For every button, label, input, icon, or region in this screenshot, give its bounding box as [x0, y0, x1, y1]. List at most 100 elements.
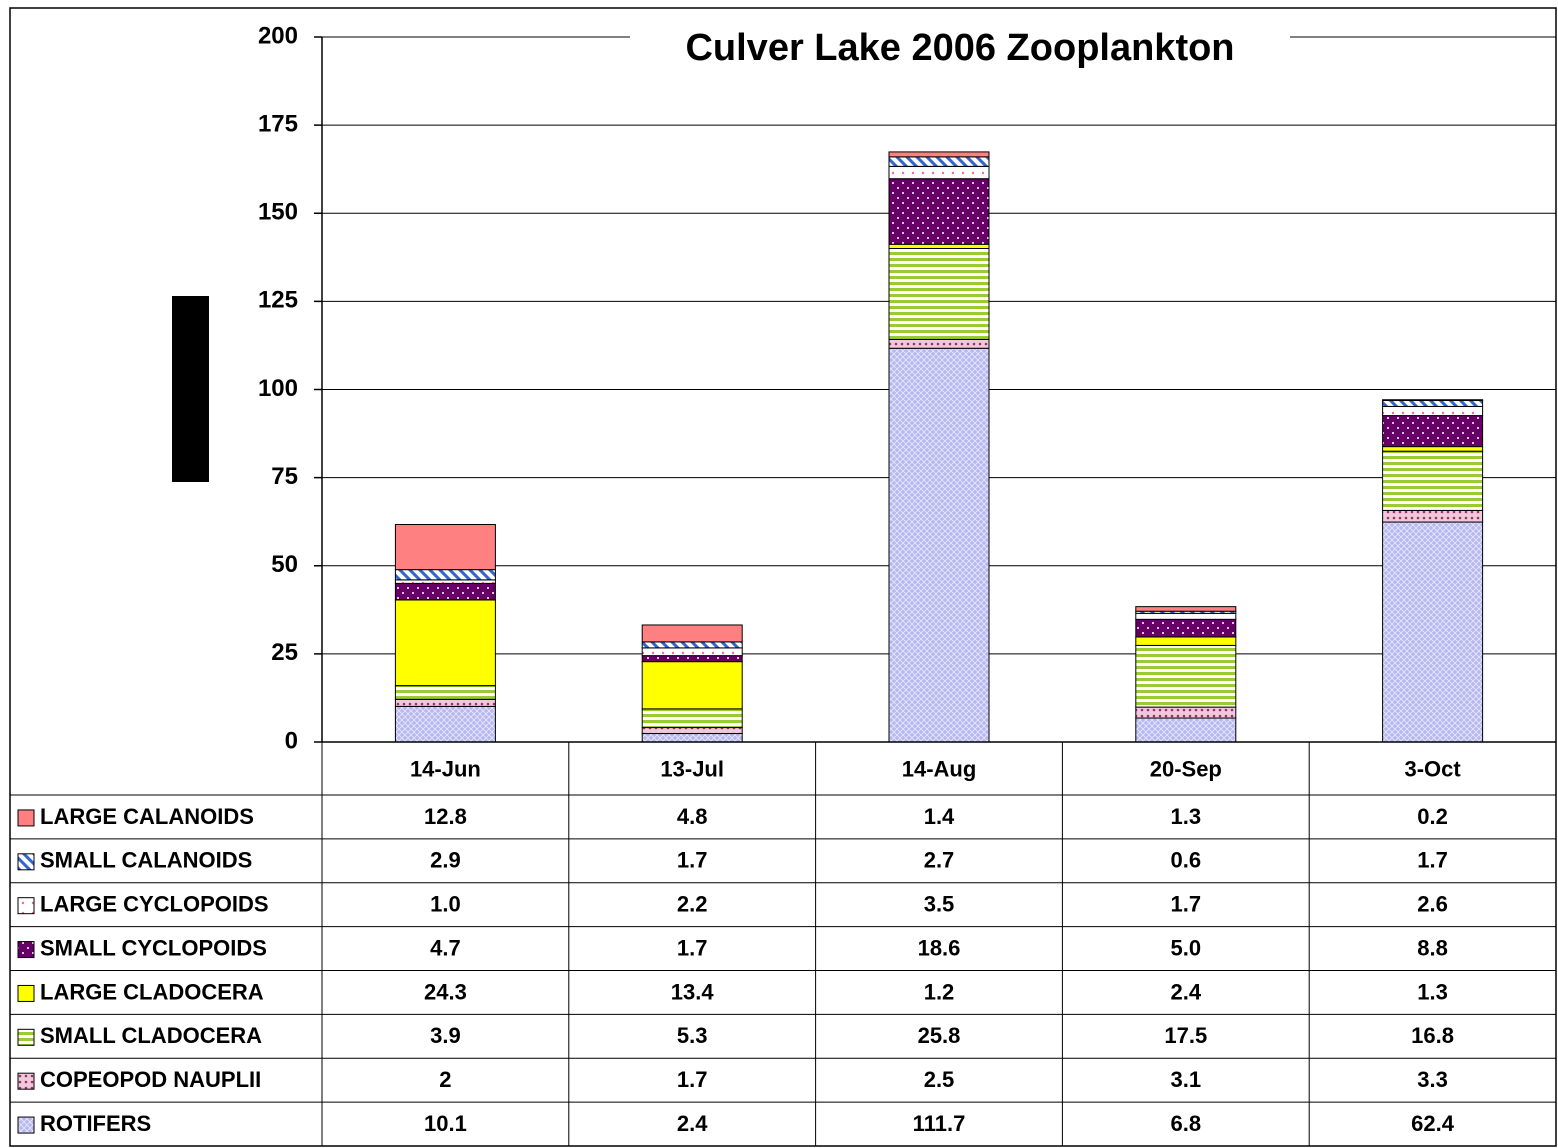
bar-segment — [641, 647, 743, 657]
legend-label: LARGE CALANOIDS — [40, 804, 254, 829]
legend-label: ROTIFERS — [40, 1111, 151, 1136]
table-cell: 5.3 — [677, 1023, 708, 1048]
table-cell: 2.4 — [1171, 979, 1202, 1004]
table-cell: 17.5 — [1164, 1023, 1207, 1048]
table-cell: 3.1 — [1171, 1067, 1202, 1092]
table-cell: 4.7 — [430, 935, 461, 960]
legend-swatch — [17, 1116, 35, 1134]
table-cell: 4.8 — [677, 804, 708, 829]
y-tick-label: 200 — [258, 22, 298, 49]
table-cell: 12.8 — [424, 804, 467, 829]
bar-segment — [641, 733, 743, 743]
bar-segment — [641, 661, 743, 710]
table-cell: 1.7 — [1171, 892, 1202, 917]
table-cell: 2.7 — [924, 848, 955, 873]
bar-segment — [1135, 706, 1237, 719]
legend-swatch — [17, 941, 35, 959]
bar-segment — [394, 524, 496, 571]
bar-segment — [1135, 606, 1237, 612]
legend-label: LARGE CLADOCERA — [40, 979, 264, 1004]
bar-segment — [1382, 509, 1484, 523]
table-cell: 10.1 — [424, 1111, 467, 1136]
table-cell: 1.7 — [677, 848, 708, 873]
bar-segment — [888, 178, 990, 245]
table-cell: 1.4 — [924, 804, 955, 829]
y-tick-label: 50 — [271, 551, 298, 578]
table-cell: 62.4 — [1411, 1111, 1455, 1136]
bar-segment — [1135, 717, 1237, 743]
bar-segment — [1382, 521, 1484, 743]
redacted-axis-label — [172, 296, 209, 482]
x-tick-label: 14-Jun — [410, 756, 481, 781]
bar-segment — [1382, 446, 1484, 452]
table-cell: 2 — [439, 1067, 451, 1092]
legend-label: SMALL CYCLOPOIDS — [40, 935, 267, 960]
chart-title: Culver Lake 2006 Zooplankton — [685, 27, 1234, 69]
table-cell: 0.2 — [1417, 804, 1448, 829]
table-cell: 1.2 — [924, 979, 955, 1004]
y-tick-label: 175 — [258, 110, 298, 137]
y-tick-label: 75 — [271, 463, 298, 490]
bar-segment — [888, 165, 990, 180]
y-tick-label: 0 — [285, 727, 298, 754]
bar-segment — [1382, 415, 1484, 448]
bar-segment — [1382, 450, 1484, 511]
table-cell: 24.3 — [424, 979, 467, 1004]
legend-swatch — [17, 809, 35, 827]
table-cell: 1.3 — [1417, 979, 1448, 1004]
bar-segment — [1382, 405, 1484, 417]
bar-segment — [888, 347, 990, 743]
table-cell: 1.3 — [1171, 804, 1202, 829]
bar-segment — [641, 655, 743, 663]
bar-segment — [888, 156, 990, 167]
bar-segment — [888, 338, 990, 349]
x-tick-label: 20-Sep — [1150, 756, 1222, 781]
table-cell: 2.4 — [677, 1111, 708, 1136]
x-tick-label: 14-Aug — [902, 756, 977, 781]
table-cell: 13.4 — [671, 979, 715, 1004]
bar-segment — [641, 641, 743, 649]
legend-swatch — [17, 984, 35, 1002]
bar-segment — [641, 708, 743, 729]
table-cell: 2.2 — [677, 892, 708, 917]
y-tick-label: 150 — [258, 199, 298, 226]
x-tick-label: 13-Jul — [660, 756, 724, 781]
bar-segment — [394, 579, 496, 584]
legend-label: SMALL CALANOIDS — [40, 848, 252, 873]
table-cell: 2.5 — [924, 1067, 955, 1092]
bar-segment — [888, 248, 990, 340]
table-cell: 8.8 — [1417, 935, 1448, 960]
table-cell: 2.6 — [1417, 892, 1448, 917]
bar-segment — [1135, 644, 1237, 708]
bar-segment — [1135, 612, 1237, 620]
bar-segment — [1135, 618, 1237, 638]
table-cell: 5.0 — [1171, 935, 1202, 960]
bar-segment — [1382, 399, 1484, 407]
bar-segment — [641, 727, 743, 735]
table-cell: 6.8 — [1171, 1111, 1202, 1136]
table-cell: 0.6 — [1171, 848, 1202, 873]
bar-segment — [394, 599, 496, 687]
table-cell: 18.6 — [918, 935, 961, 960]
legend-swatch — [17, 1028, 35, 1046]
bar-segment — [394, 569, 496, 581]
bar-segment — [888, 151, 990, 158]
legend-swatch — [17, 1072, 35, 1090]
bar-segment — [1135, 636, 1237, 646]
table-cell: 3.5 — [924, 892, 955, 917]
table-cell: 3.9 — [430, 1023, 461, 1048]
bar-segment — [394, 698, 496, 707]
table-cell: 1.7 — [677, 935, 708, 960]
table-cell: 111.7 — [913, 1111, 966, 1136]
table-cell: 16.8 — [1411, 1023, 1454, 1048]
legend-swatch — [17, 853, 35, 871]
legend-label: LARGE CYCLOPOIDS — [40, 892, 269, 917]
table-cell: 1.0 — [430, 892, 461, 917]
x-tick-label: 3-Oct — [1404, 756, 1461, 781]
legend-swatch — [17, 897, 35, 915]
table-cell: 1.7 — [1417, 848, 1448, 873]
y-tick-label: 25 — [271, 639, 298, 666]
legend-label: SMALL CLADOCERA — [40, 1023, 262, 1048]
table-cell: 3.3 — [1417, 1067, 1448, 1092]
